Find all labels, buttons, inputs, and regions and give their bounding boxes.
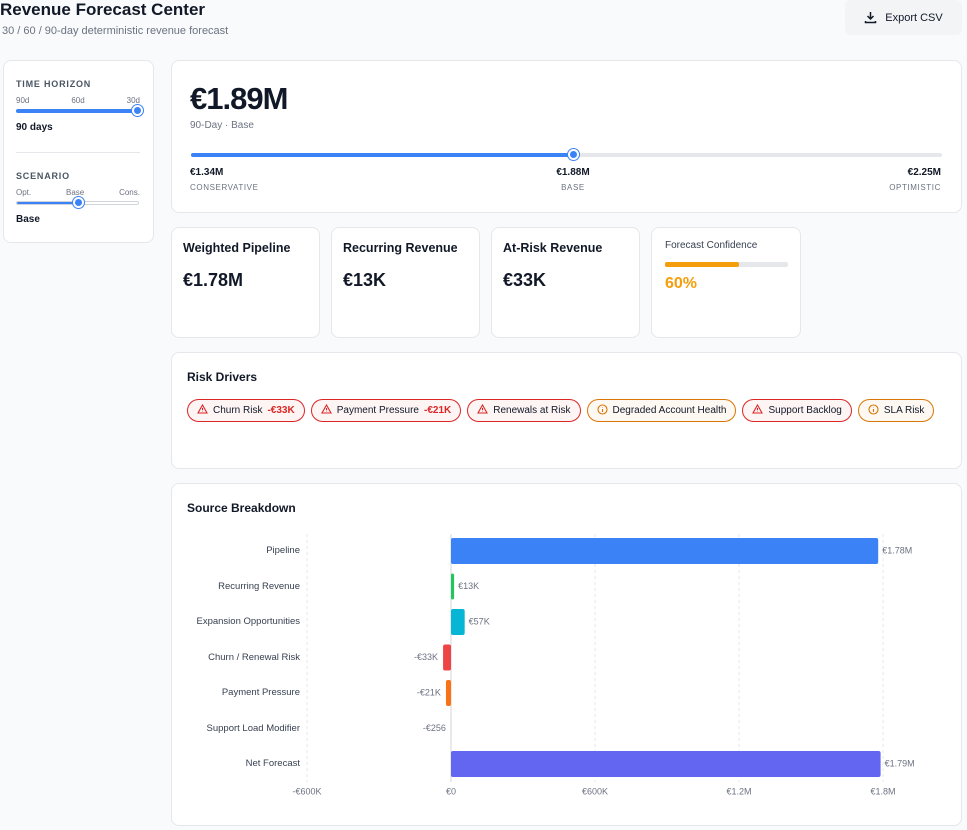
- slider-tick: 30d: [126, 96, 140, 105]
- control-value: Base: [16, 214, 40, 225]
- metric-label: At-Risk Revenue: [503, 241, 603, 255]
- x-tick-label: €600K: [582, 786, 608, 796]
- category-label: Recurring Revenue: [218, 580, 300, 592]
- value-label: €57K: [469, 616, 490, 626]
- x-tick-label: €0: [446, 786, 456, 796]
- risk-chip[interactable]: SLA Risk: [857, 399, 935, 422]
- chip-label: Renewals at Risk: [493, 405, 571, 416]
- category-label: Support Load Modifier: [206, 722, 300, 734]
- metric-value: €1.78M: [183, 270, 244, 290]
- slider-tick: Opt.: [16, 188, 32, 197]
- metric-card: Weighted Pipeline €1.78M: [171, 227, 320, 338]
- chart: -€600K €0 €600K €1.2M €1.8M €1.78M €13K €57K -€3…: [292, 534, 915, 796]
- control-label: TIME HORIZON: [16, 79, 92, 89]
- slider-tick: Base: [65, 188, 85, 197]
- slider-ticks: Opt. Base Cons.: [16, 188, 140, 197]
- forecast-value: €1.89M: [190, 81, 288, 116]
- page-subtitle: 30 / 60 / 90-day deterministic revenue f…: [2, 25, 229, 37]
- risk-chip[interactable]: Degraded Account Health: [586, 399, 737, 422]
- bar: [445, 680, 451, 706]
- metric-label: Weighted Pipeline: [183, 241, 291, 255]
- value-label: -€256: [423, 723, 446, 733]
- export-button[interactable]: Export CSV: [845, 0, 962, 35]
- value-label: -€21K: [417, 687, 441, 697]
- confidence-bar: [665, 262, 788, 267]
- slider-tick: Cons.: [119, 188, 140, 197]
- category-label: Pipeline: [266, 545, 300, 556]
- metric-value: €33K: [503, 270, 547, 290]
- value-label: €13K: [458, 581, 479, 591]
- confidence-value: 60%: [665, 275, 698, 292]
- range-value: €2.25M: [907, 167, 941, 178]
- confidence-card: Forecast Confidence 60%: [651, 227, 801, 338]
- chip-icon: [320, 403, 332, 417]
- page-title: Revenue Forecast Center: [0, 0, 206, 19]
- range-label: BASE: [561, 183, 585, 192]
- range-label: OPTIMISTIC: [889, 183, 941, 192]
- slider-tick: 90d: [16, 96, 30, 105]
- bar: [451, 609, 465, 635]
- chip-icon: [596, 403, 608, 418]
- bar: [451, 573, 455, 600]
- chip-label: Support Backlog: [768, 405, 842, 416]
- chip-label: Degraded Account Health: [612, 405, 727, 416]
- horizon-slider[interactable]: [16, 105, 143, 116]
- forecast-range: [191, 149, 942, 160]
- value-label: €1.79M: [885, 758, 915, 768]
- chip-amount: -€33K: [267, 405, 295, 416]
- bar: [443, 644, 451, 671]
- bar: [451, 751, 881, 777]
- slider-tick: 60d: [71, 96, 85, 105]
- breakdown-card: Source Breakdown -€600K €0 €600K €1.2M €1.8M…: [171, 483, 962, 826]
- risk-title: Risk Drivers: [187, 370, 258, 384]
- metric-card: At-Risk Revenue €33K: [491, 227, 640, 338]
- metric-card: Recurring Revenue €13K: [331, 227, 480, 338]
- bar: [451, 538, 879, 564]
- chip-icon: [868, 403, 879, 418]
- category-label: Expansion Opportunities: [196, 616, 300, 627]
- value-label: €1.78M: [882, 545, 912, 555]
- export-label: Export CSV: [885, 11, 943, 24]
- x-tick-label: -€600K: [292, 786, 321, 796]
- range-label: CONSERVATIVE: [190, 183, 259, 192]
- control-label: SCENARIO: [16, 171, 70, 181]
- range-value: €1.88M: [556, 167, 590, 178]
- risk-card: Risk Drivers Churn Risk -€33K Payment Pres…: [171, 352, 962, 469]
- chip-icon: [197, 403, 208, 417]
- confidence-label: Forecast Confidence: [665, 240, 758, 251]
- scenario-slider[interactable]: [16, 197, 139, 208]
- risk-chips: Churn Risk -€33K Payment Pressure -€21K Rene…: [187, 399, 947, 429]
- category-label: Payment Pressure: [221, 687, 300, 698]
- risk-chip[interactable]: Churn Risk -€33K: [187, 399, 305, 422]
- chip-label: Payment Pressure: [336, 405, 419, 416]
- value-label: -€33K: [414, 652, 438, 662]
- x-tick-label: €1.2M: [726, 786, 751, 796]
- forecast-card: €1.89M 90-Day · Base €1.34M CONSERVATIVE…: [171, 60, 962, 213]
- chip-icon: [752, 403, 764, 417]
- category-label: Net Forecast: [245, 758, 300, 769]
- chart-title: Source Breakdown: [187, 501, 296, 515]
- chip-icon: [477, 403, 489, 417]
- control-value: 90 days: [16, 122, 53, 133]
- range-value: €1.34M: [190, 167, 224, 178]
- category-label: Churn / Renewal Risk: [208, 651, 300, 663]
- chip-label: Churn Risk: [213, 405, 263, 416]
- chip-amount: -€21K: [423, 405, 452, 416]
- forecast-caption: 90-Day · Base: [190, 120, 254, 131]
- metric-label: Recurring Revenue: [343, 241, 458, 255]
- download-icon: [865, 12, 877, 24]
- risk-chip[interactable]: Payment Pressure -€21K: [310, 399, 462, 422]
- controls-panel: TIME HORIZON 90d 60d 30d 90 days SCENARIO …: [3, 60, 154, 243]
- metric-value: €13K: [343, 270, 387, 290]
- risk-chip[interactable]: Renewals at Risk: [467, 399, 581, 422]
- chip-label: SLA Risk: [883, 405, 925, 416]
- risk-chip[interactable]: Support Backlog: [742, 399, 852, 422]
- x-tick-label: €1.8M: [870, 786, 895, 796]
- slider-ticks: 90d 60d 30d: [16, 96, 140, 105]
